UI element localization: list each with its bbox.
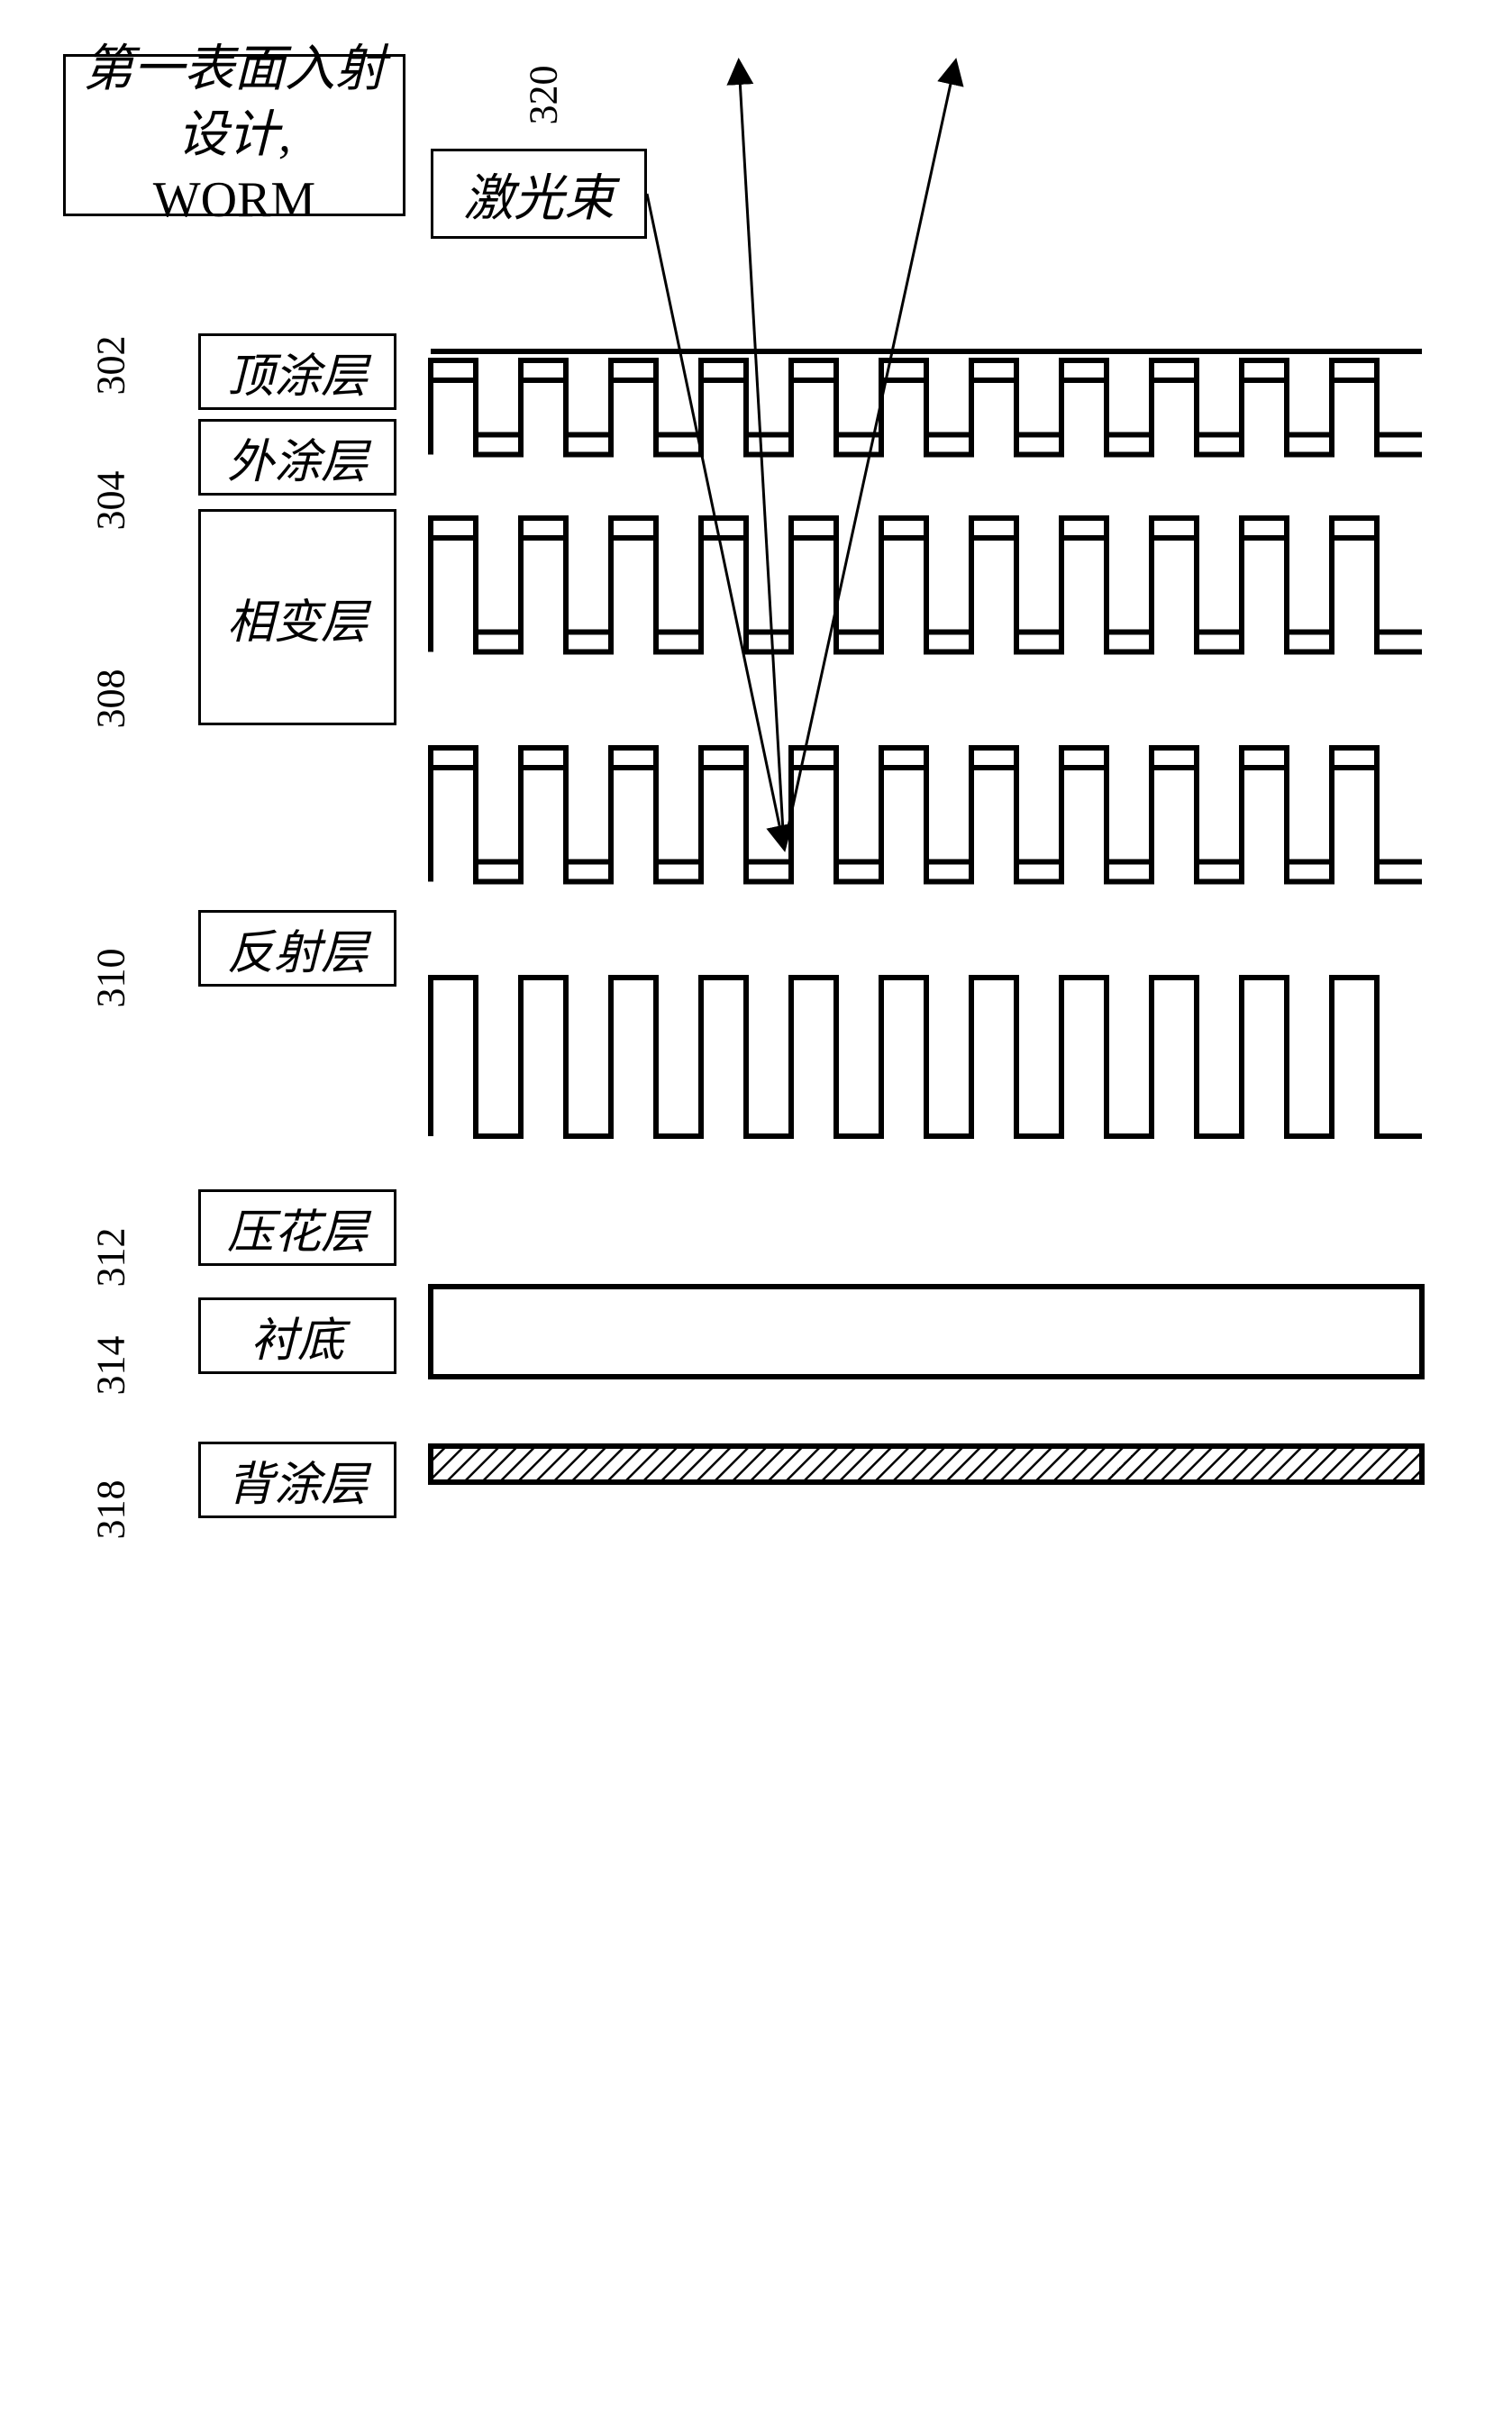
layer-label: 背涂层	[198, 1442, 396, 1518]
page: 第一表面入射设计, WORM 320 激光束 302 304 308 310 312 31…	[0, 0, 1512, 2421]
laser-beam-label: 激光束	[431, 149, 647, 239]
ref-number: 310	[88, 949, 134, 1008]
title-box: 第一表面入射设计, WORM	[63, 54, 405, 216]
title-line1: 第一表面入射设计,	[66, 37, 403, 168]
laser-label-text: 激光束	[463, 158, 615, 231]
layer-label: 顶涂层	[198, 333, 396, 410]
layer-label: 反射层	[198, 910, 396, 987]
layer-label: 相变层	[198, 509, 396, 725]
ref-number: 318	[88, 1480, 134, 1540]
ref-number: 312	[88, 1228, 134, 1288]
layer-label: 衬底	[198, 1297, 396, 1374]
ref-number: 304	[88, 471, 134, 531]
layer-label: 外涂层	[198, 419, 396, 496]
ref-number: 302	[88, 336, 134, 396]
title-line2: WORM	[153, 168, 315, 233]
layer-label: 压花层	[198, 1189, 396, 1266]
figure-number: 320	[521, 66, 567, 125]
ref-number: 308	[88, 669, 134, 729]
ref-number: 314	[88, 1336, 134, 1396]
